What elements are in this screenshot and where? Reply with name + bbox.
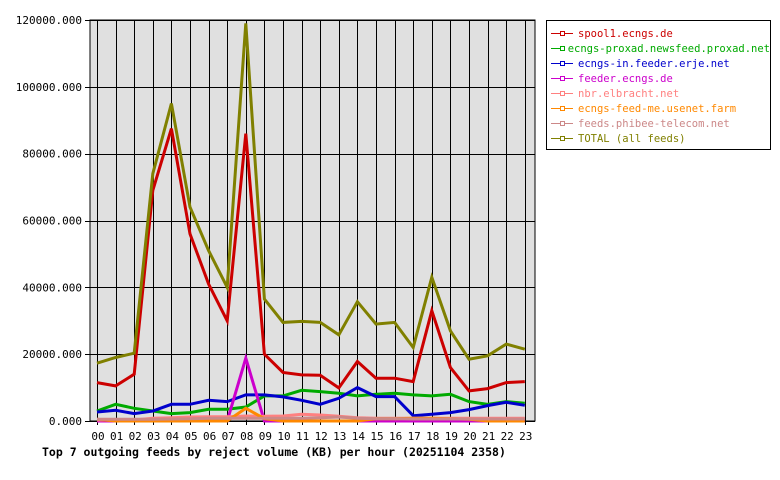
- legend-label: spool1.ecngs.de: [578, 27, 673, 40]
- legend-label: ecngs-in.feeder.erje.net: [578, 57, 730, 70]
- x-tick-label: 16: [389, 430, 402, 443]
- x-tick-label: 03: [147, 430, 160, 443]
- legend-label: nbr.elbracht.net: [578, 87, 680, 100]
- legend-label: TOTAL (all feeds): [578, 132, 686, 145]
- x-tick-label: 09: [259, 430, 272, 443]
- x-tick-label: 01: [110, 430, 123, 443]
- plot-area: [89, 19, 536, 422]
- y-tick-label: 120000.000: [16, 14, 82, 27]
- legend-label: ecngs-feed-me.usenet.farm: [578, 102, 737, 115]
- x-tick-label: 04: [166, 430, 180, 443]
- x-tick-label: 14: [352, 430, 366, 443]
- x-tick-label: 18: [426, 430, 439, 443]
- y-tick-label: 60000.000: [22, 215, 82, 228]
- legend-item: TOTAL (all feeds): [547, 131, 770, 146]
- x-tick-label: 21: [482, 430, 495, 443]
- legend-item: ecngs-in.feeder.erje.net: [547, 56, 770, 71]
- y-tick-label: 20000.000: [22, 348, 82, 361]
- x-tick-label: 02: [129, 430, 142, 443]
- x-tick-label: 17: [408, 430, 421, 443]
- series-line: [96, 385, 526, 418]
- legend-line-marker-icon: [551, 44, 565, 53]
- legend-line-marker-icon: [551, 29, 573, 38]
- legend-item: nbr.elbracht.net: [547, 86, 770, 101]
- legend-item: feeder.ecngs.de: [547, 71, 770, 86]
- x-tick-label: 15: [370, 430, 383, 443]
- y-tick-label: 40000.000: [22, 281, 82, 294]
- legend-label: feeder.ecngs.de: [578, 72, 673, 85]
- x-tick-label: 00: [91, 430, 104, 443]
- y-tick-label: 100000.000: [16, 81, 82, 94]
- y-axis: 0.000 20000.000 40000.000 60000.000 80000.00…: [16, 14, 82, 428]
- legend-line-marker-icon: [551, 119, 573, 128]
- legend-line-marker-icon: [551, 89, 573, 98]
- legend-line-marker-icon: [551, 74, 573, 83]
- legend-item: spool1.ecngs.de: [547, 26, 770, 41]
- x-axis: 00 01 02 03 04 05 06 07 08 09 10 11 12 13 14 15 16 17 18 19…: [91, 430, 532, 443]
- y-tick-label: 80000.000: [22, 148, 82, 161]
- legend-line-marker-icon: [551, 104, 573, 113]
- legend: spool1.ecngs.de ecngs-proxad.newsfeed.pro…: [546, 20, 771, 150]
- series-line: [96, 128, 525, 393]
- y-tick-label: 0.000: [49, 415, 82, 428]
- legend-label: ecngs-proxad.newsfeed.proxad.net: [567, 42, 770, 55]
- x-tick-label: 23: [519, 430, 532, 443]
- x-tick-label: 06: [203, 430, 216, 443]
- x-tick-label: 19: [445, 430, 458, 443]
- chart-title: Top 7 outgoing feeds by reject volume (K…: [42, 445, 506, 459]
- series-line: [97, 415, 525, 421]
- legend-line-marker-icon: [551, 59, 573, 68]
- series-line: [96, 388, 525, 416]
- series-lines: [96, 23, 526, 423]
- x-tick-label: 12: [315, 430, 328, 443]
- x-tick-label: 08: [240, 430, 253, 443]
- series-line: [96, 23, 526, 365]
- x-tick-label: 20: [463, 430, 476, 443]
- x-tick-label: 07: [222, 430, 235, 443]
- x-tick-label: 22: [501, 430, 514, 443]
- legend-line-marker-icon: [551, 134, 573, 143]
- legend-label: feeds.phibee-telecom.net: [578, 117, 730, 130]
- x-tick-label: 11: [296, 430, 309, 443]
- x-tick-label: 10: [277, 430, 290, 443]
- legend-item: ecngs-feed-me.usenet.farm: [547, 101, 770, 116]
- x-tick-label: 05: [184, 430, 197, 443]
- legend-item: feeds.phibee-telecom.net: [547, 116, 770, 131]
- x-tick-label: 13: [333, 430, 346, 443]
- legend-item: ecngs-proxad.newsfeed.proxad.net: [547, 41, 770, 56]
